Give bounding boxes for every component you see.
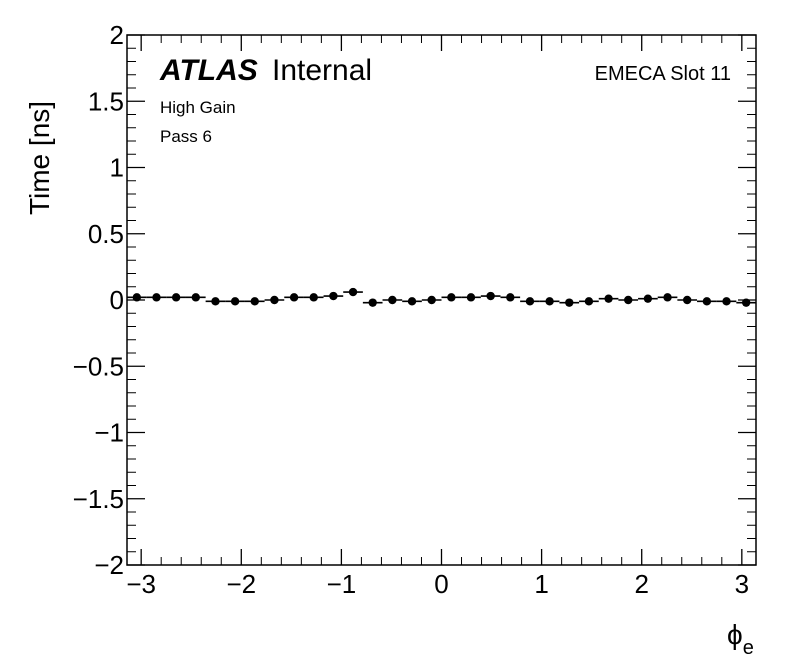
slot-label: EMECA Slot 11 [595,63,731,85]
data-point [643,294,653,303]
gain-label: High Gain [160,98,236,117]
x-tick-label: 2 [634,569,648,599]
data-point [329,291,338,301]
data-point [525,297,535,306]
data-point [152,293,161,302]
y-axis-title: Time [ns] [24,101,55,215]
data-point [171,293,181,302]
data-point [741,298,751,307]
tick-labels: −3 −2 −1 0 1 2 3−2−1.5−1−0.500.511.52 [73,20,749,599]
data-point [506,293,515,302]
data-point [230,297,240,306]
atlas-label: ATLAS [159,54,258,87]
y-tick-label: −1.5 [73,484,124,514]
data-point [722,297,731,306]
data-point [604,294,613,303]
y-tick-label: 0.5 [88,219,124,249]
data-point [427,295,436,305]
pass-label: Pass 6 [160,127,212,146]
y-tick-label: −2 [94,550,124,580]
y-tick-label: 0 [110,285,124,315]
y-tick-label: 1.5 [88,86,124,116]
x-tick-label: −2 [226,569,256,599]
data-point [624,295,633,305]
data-point [211,297,220,306]
data-point [663,293,672,302]
x-tick-label: 0 [434,569,448,599]
data-point [565,298,574,307]
data-point [191,293,201,302]
data-point [132,293,142,302]
x-tick-label: −1 [327,569,357,599]
y-tick-label: 1 [110,153,124,183]
y-tick-label: −1 [94,418,124,448]
data-point [486,291,495,301]
data-point [348,287,358,297]
data-point [407,297,417,306]
data-point [702,297,712,306]
data-point [545,297,554,306]
x-tick-label: −3 [126,569,156,599]
data-point [388,295,397,305]
plot-frame [126,34,757,566]
data-point [309,293,318,302]
x-axis-symbol: ϕ [727,619,743,650]
data-point [682,295,692,305]
x-axis-subscript: e [743,637,754,659]
data-point [270,295,279,305]
y-tick-label: 2 [110,20,124,50]
data-series [127,287,756,307]
x-tick-label: 1 [534,569,548,599]
data-point [250,297,259,306]
x-tick-label: 3 [735,569,749,599]
axis-ticks [127,34,756,566]
data-point [447,293,456,302]
x-axis-title: ϕe [727,619,754,659]
data-point [466,293,476,302]
data-point [289,293,299,302]
y-tick-label: −0.5 [73,351,124,381]
internal-label: Internal [272,54,372,87]
data-point [584,297,594,306]
data-point [368,298,377,307]
